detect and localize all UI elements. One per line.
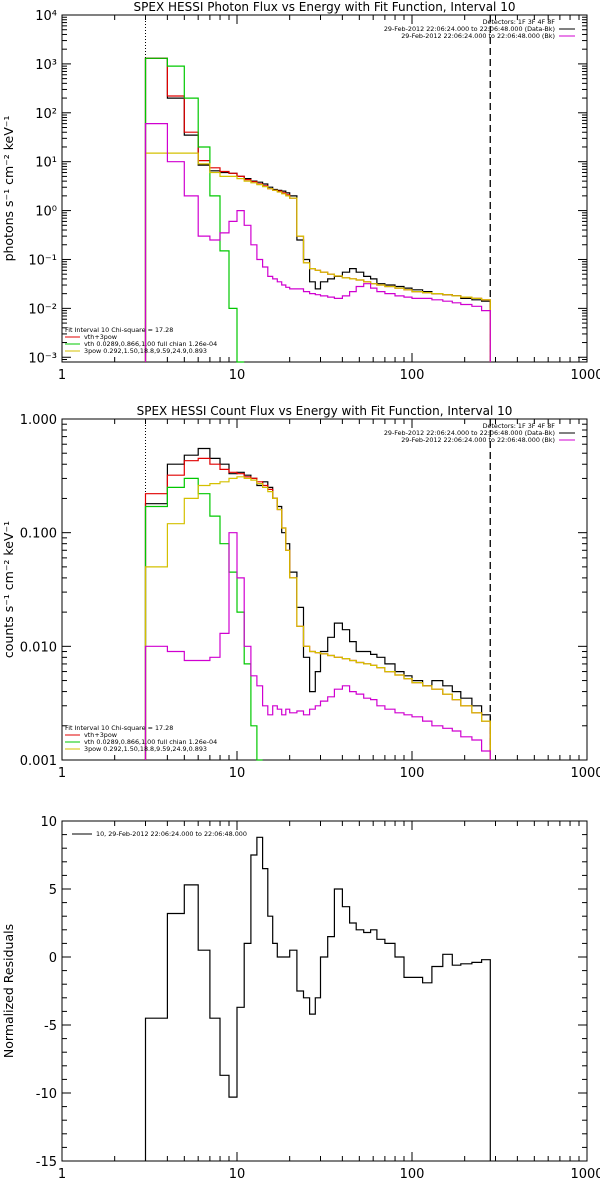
series-4-line: [144, 532, 491, 760]
legend-bottom-left-entry: 3pow 0.292,1.50,18.8,9.59,24.9,0.893: [84, 745, 207, 753]
legend-bottom-left-entry: 3pow 0.292,1.50,18.8,9.59,24.9,0.893: [84, 347, 207, 355]
panel-3: 1 10 100 1000 -15 -10 -5 0 5 10 Normalized Residua…: [1, 815, 600, 1182]
x-tick-label: 10: [229, 1167, 246, 1182]
series-1-line: [144, 457, 491, 760]
legend-bottom-left-header: Fit Interval 10 Chi-square = 17.28: [65, 326, 173, 334]
x-tick-label: 10: [229, 766, 246, 781]
x-tick-label: 100: [400, 766, 425, 781]
legend-top-right-entry: Detectors: 1F 3F 4F 8F: [483, 18, 556, 26]
legend-top-right-entry: 29-Feb-2012 22:06:24.000 to 22:06:48.000…: [384, 25, 555, 33]
y-tick-label: 10⁻¹: [28, 253, 57, 268]
series-0-line: [144, 447, 491, 760]
y-tick-label: -15: [36, 1155, 57, 1170]
legend-top-right-entry: 29-Feb-2012 22:06:24.000 to 22:06:48.000…: [401, 436, 555, 444]
y-axis-label: counts s⁻¹ cm⁻² keV⁻¹: [1, 521, 16, 658]
y-tick-label: -10: [36, 1087, 57, 1102]
y-tick-label: 0.100: [20, 527, 57, 542]
y-tick-label: 10³: [35, 58, 57, 73]
y-tick-label: 0.010: [20, 640, 57, 655]
y-tick-label: 0.001: [20, 754, 57, 769]
x-tick-label: 10: [229, 368, 246, 383]
x-tick-label: 100: [400, 1167, 425, 1182]
series-1-line: [144, 57, 491, 362]
y-axis-label: Normalized Residuals: [1, 924, 16, 1058]
x-tick-label: 1: [58, 766, 66, 781]
x-tick-label: 1000: [570, 368, 600, 383]
panel-1: SPEX HESSI Photon Flux vs Energy with Fi…: [1, 0, 600, 383]
series-3-line: [144, 476, 491, 760]
series-4-line: [144, 123, 491, 362]
legend-bottom-left-header: Fit Interval 10 Chi-square = 17.28: [65, 724, 173, 732]
legend-bottom-left-entry: vth 0.0289,0.866,1.00 full chian 1.26e-0…: [84, 340, 217, 348]
y-axis-label: photons s⁻¹ cm⁻² keV⁻¹: [1, 116, 16, 262]
plot-frame: [61, 418, 588, 761]
series-0-line: [144, 836, 491, 1161]
x-tick-label: 1000: [570, 766, 600, 781]
y-tick-label: 10⁻³: [28, 351, 57, 366]
plot-frame: [61, 820, 588, 1162]
y-tick-label: 10⁰: [35, 205, 57, 220]
legend-bottom-left-entry: vth+3pow: [84, 731, 117, 739]
y-tick-label: 10²: [35, 107, 57, 122]
series-2-line: [144, 57, 245, 363]
x-tick-label: 100: [400, 368, 425, 383]
panel-2: SPEX HESSI Count Flux vs Energy with Fit…: [1, 404, 600, 781]
series-0-line: [144, 57, 491, 362]
legend-bottom-left-entry: vth 0.0289,0.866,1.00 full chian 1.26e-0…: [84, 738, 217, 746]
chart-title: SPEX HESSI Count Flux vs Energy with Fit…: [137, 404, 513, 418]
chart-title: SPEX HESSI Photon Flux vs Energy with Fi…: [134, 0, 516, 14]
series-2-line: [144, 477, 263, 761]
x-tick-label: 1000: [570, 1167, 600, 1182]
x-tick-label: 1: [58, 1167, 66, 1182]
plot-frame: [61, 14, 588, 363]
x-tick-label: 1: [58, 368, 66, 383]
y-tick-label: 10⁻²: [28, 302, 57, 317]
y-tick-label: -5: [44, 1019, 57, 1034]
legend-bottom-left-entry: vth+3pow: [84, 333, 117, 341]
y-tick-label: 10⁴: [35, 9, 57, 24]
y-tick-label: 0: [49, 951, 57, 966]
legend-top-right-entry: Detectors: 1F 3F 4F 8F: [483, 422, 556, 430]
y-tick-label: 1.000: [20, 413, 57, 428]
y-tick-label: 10: [40, 815, 57, 830]
legend-top-right-entry: 29-Feb-2012 22:06:24.000 to 22:06:48.000…: [401, 32, 555, 40]
y-tick-label: 10¹: [35, 156, 57, 171]
series-3-line: [144, 152, 491, 362]
y-tick-label: 5: [49, 883, 57, 898]
legend-top-right-entry: 29-Feb-2012 22:06:24.000 to 22:06:48.000…: [384, 429, 555, 437]
legend-entry: 10, 29-Feb-2012 22:06:24.000 to 22:06:48…: [96, 830, 247, 838]
